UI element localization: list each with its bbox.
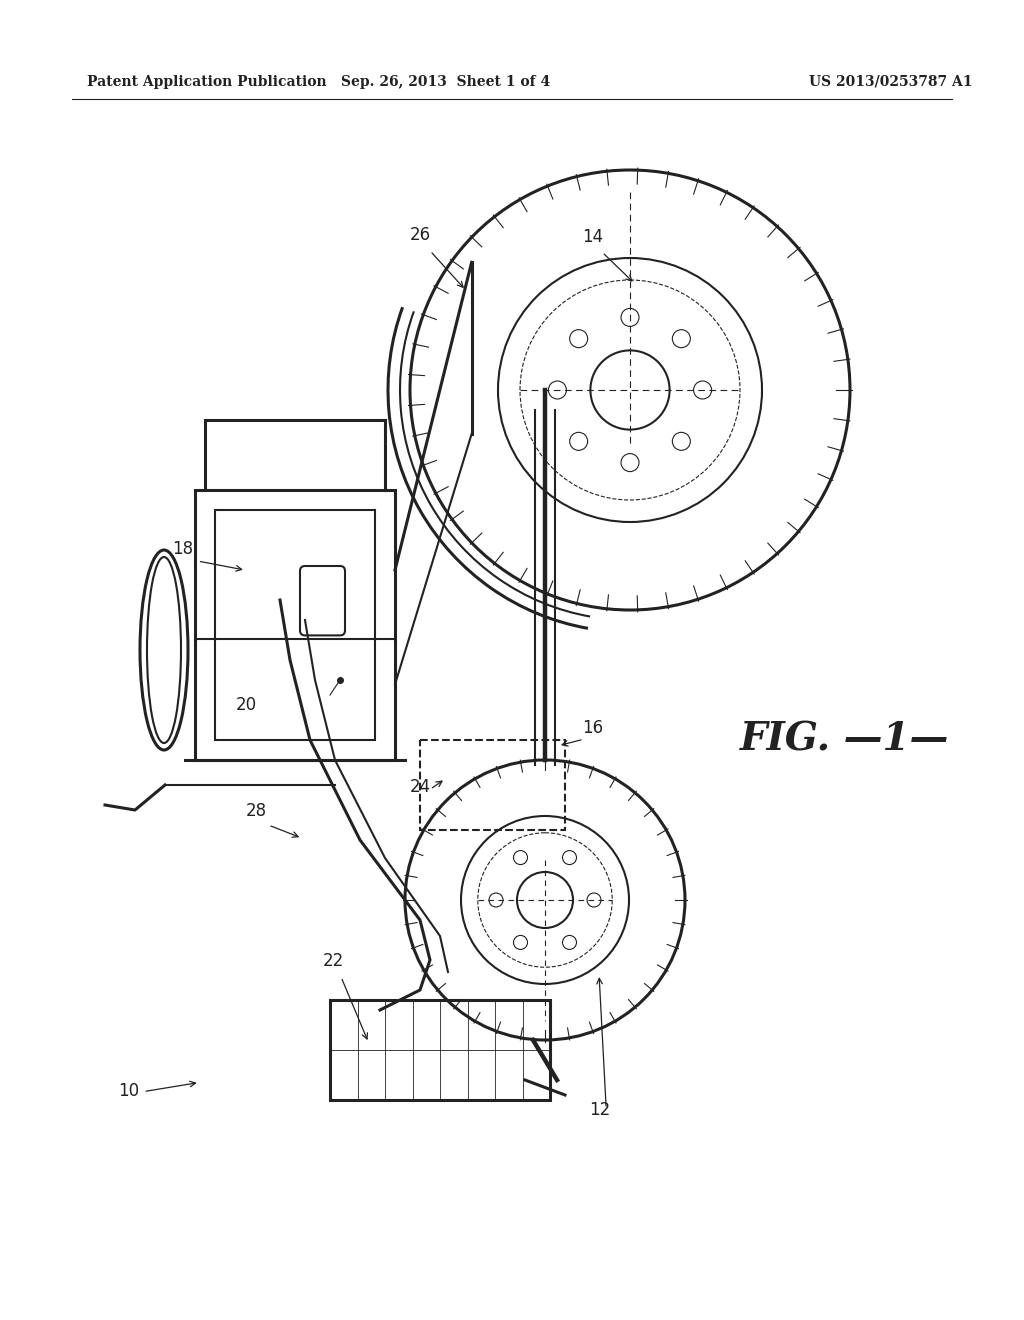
Text: 26: 26 <box>410 226 431 244</box>
Text: 14: 14 <box>582 227 603 246</box>
Text: Sep. 26, 2013  Sheet 1 of 4: Sep. 26, 2013 Sheet 1 of 4 <box>341 75 550 88</box>
Text: FIG. —1—: FIG. —1— <box>740 721 949 758</box>
Text: 12: 12 <box>589 1101 610 1119</box>
Bar <box>330 1001 550 1100</box>
Bar <box>215 510 375 741</box>
Text: 10: 10 <box>118 1081 139 1100</box>
Text: US 2013/0253787 A1: US 2013/0253787 A1 <box>809 75 973 88</box>
Bar <box>195 490 395 760</box>
Text: Patent Application Publication: Patent Application Publication <box>87 75 327 88</box>
Text: 22: 22 <box>323 952 344 970</box>
Text: 16: 16 <box>582 718 603 737</box>
Text: 20: 20 <box>236 696 257 714</box>
Text: 18: 18 <box>172 540 194 558</box>
Text: 28: 28 <box>246 801 267 820</box>
Text: 24: 24 <box>410 777 431 796</box>
Bar <box>420 741 565 830</box>
